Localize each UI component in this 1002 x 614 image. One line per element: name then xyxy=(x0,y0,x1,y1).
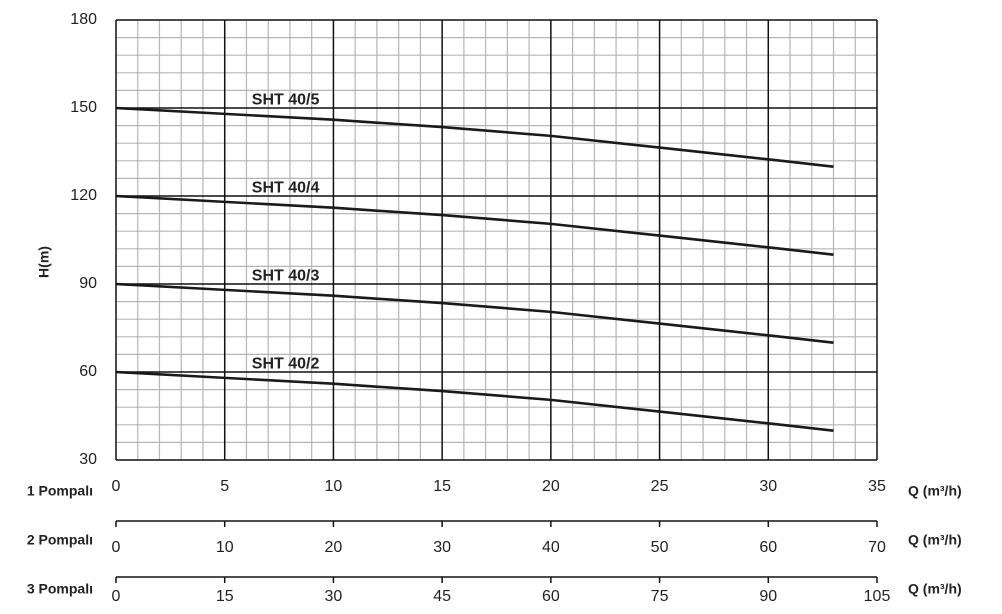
x-axis-name: 2 Pompalı xyxy=(27,532,93,548)
x-tick-label: 40 xyxy=(542,539,560,556)
curve xyxy=(115,194,834,256)
series-label: SHT 40/2 xyxy=(252,355,320,372)
x-tick-label: 30 xyxy=(433,539,451,556)
x-tick-label: 0 xyxy=(112,588,121,605)
series-label: SHT 40/5 xyxy=(252,91,320,108)
y-tick-label: 90 xyxy=(79,275,97,292)
series-label: SHT 40/3 xyxy=(252,267,320,284)
y-tick-label: 30 xyxy=(79,451,97,468)
x-tick-label: 60 xyxy=(759,539,777,556)
x-axis-unit: Q (m³/h) xyxy=(908,483,962,499)
x-tick-label: 90 xyxy=(759,588,777,605)
x-tick-label: 15 xyxy=(216,588,234,605)
y-axis-title: H(m) xyxy=(36,246,52,278)
x-axis-name: 1 Pompalı xyxy=(27,483,93,499)
curve xyxy=(115,282,834,344)
curve xyxy=(115,106,834,168)
x-axis-unit: Q (m³/h) xyxy=(908,532,962,548)
x-axis-name: 3 Pompalı xyxy=(27,581,93,597)
x-tick-label: 30 xyxy=(325,588,343,605)
x-tick-label: 15 xyxy=(433,478,451,495)
x-tick-label: 20 xyxy=(542,478,560,495)
x-tick-label: 0 xyxy=(112,539,121,556)
x-tick-label: 30 xyxy=(759,478,777,495)
x-tick-label: 10 xyxy=(216,539,234,556)
x-tick-label: 0 xyxy=(112,478,121,495)
x-tick-label: 105 xyxy=(864,588,891,605)
x-tick-label: 20 xyxy=(325,539,343,556)
x-tick-label: 60 xyxy=(542,588,560,605)
x-tick-label: 50 xyxy=(651,539,669,556)
y-tick-label: 60 xyxy=(79,363,97,380)
x-tick-label: 75 xyxy=(651,588,669,605)
x-tick-label: 45 xyxy=(433,588,451,605)
x-tick-label: 10 xyxy=(325,478,343,495)
y-tick-label: 180 xyxy=(70,11,97,28)
x-tick-label: 35 xyxy=(868,478,886,495)
x-axis-unit: Q (m³/h) xyxy=(908,581,962,597)
curve xyxy=(115,370,834,432)
y-tick-label: 150 xyxy=(70,99,97,116)
series-label: SHT 40/4 xyxy=(252,179,320,196)
y-tick-label: 120 xyxy=(70,187,97,204)
x-tick-label: 5 xyxy=(220,478,229,495)
x-tick-label: 70 xyxy=(868,539,886,556)
x-tick-label: 25 xyxy=(651,478,669,495)
